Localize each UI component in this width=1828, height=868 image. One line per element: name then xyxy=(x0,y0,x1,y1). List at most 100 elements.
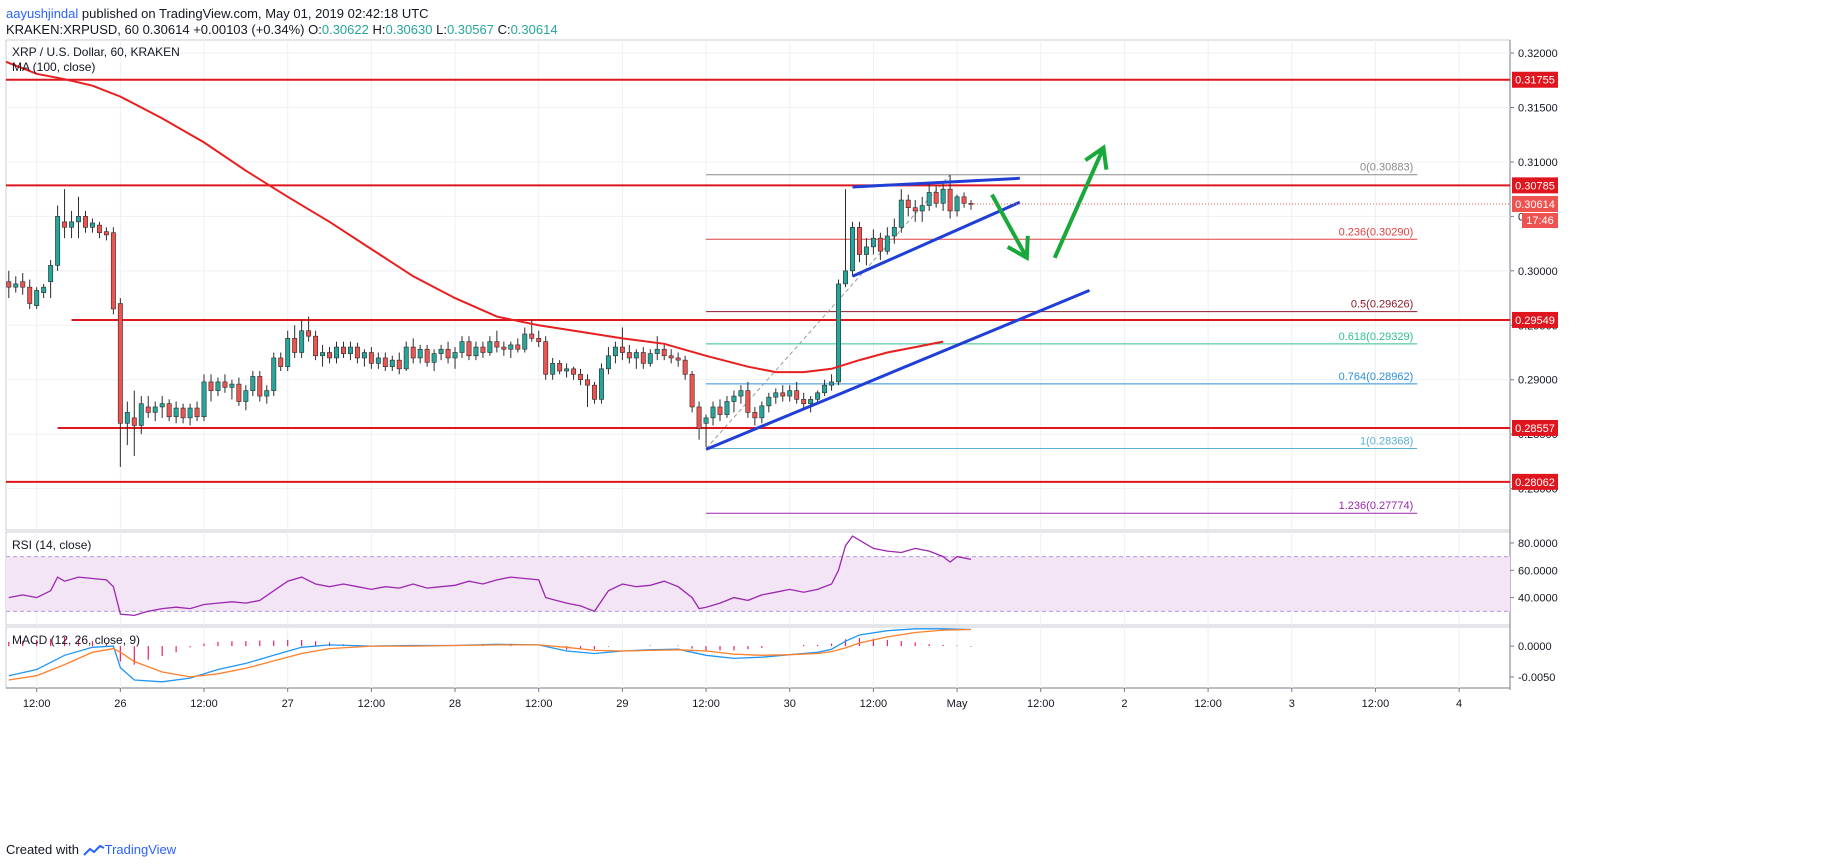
macd-tick-label: 0.0000 xyxy=(1518,641,1552,653)
time-tick-label: 12:00 xyxy=(1362,698,1390,710)
candle-body xyxy=(124,412,130,424)
time-tick-label: 12:00 xyxy=(860,698,888,710)
candle-body xyxy=(361,352,367,359)
low-label: L: xyxy=(436,22,447,37)
candle-body xyxy=(850,226,855,272)
candle-body xyxy=(431,353,437,363)
candle-body xyxy=(313,335,319,357)
candle-body xyxy=(264,390,270,397)
candle-body xyxy=(612,346,618,357)
rsi-line xyxy=(8,535,972,617)
candle-body xyxy=(647,353,653,364)
candle-body xyxy=(83,216,88,228)
candle-body xyxy=(822,384,828,394)
rsi-band xyxy=(6,556,1510,612)
candle-body xyxy=(780,392,786,397)
fib-label-1.236: 1.236(0.27774) xyxy=(1339,500,1414,512)
candle-body xyxy=(96,224,102,234)
current-price-label: 0.30614 xyxy=(1515,199,1555,211)
horizontal-level-label: 0.31755 xyxy=(1515,75,1555,87)
price-tick-label: 0.32000 xyxy=(1518,48,1558,60)
fib-trend-line xyxy=(705,174,951,449)
candle-body xyxy=(145,406,151,413)
candle-body xyxy=(48,265,54,283)
candle-body xyxy=(815,392,821,400)
price-change: +0.00103 (+0.34%) xyxy=(193,22,305,37)
candle-body xyxy=(843,270,848,285)
close-value: 0.30614 xyxy=(510,22,558,37)
close-label: C: xyxy=(497,22,511,37)
open-label: O: xyxy=(308,22,322,37)
horizontal-level-tag xyxy=(1512,311,1558,328)
horizontal-level-tag xyxy=(1512,419,1558,436)
trendline xyxy=(705,289,1091,451)
candle-body xyxy=(138,403,144,426)
countdown-tag xyxy=(1522,212,1558,228)
candle-body xyxy=(438,348,444,354)
horizontal-level-label: 0.29549 xyxy=(1515,315,1555,327)
candle-body xyxy=(933,192,939,204)
fib-label-0.764: 0.764(0.28962) xyxy=(1339,371,1414,383)
candle-body xyxy=(396,359,402,370)
candle-body xyxy=(752,412,758,419)
time-tick-label: 12:00 xyxy=(23,698,51,710)
candle-body xyxy=(76,216,81,223)
candle-body xyxy=(668,355,674,359)
candle-body xyxy=(745,390,751,413)
candle-body xyxy=(682,359,688,375)
tradingview-link[interactable]: TradingView xyxy=(104,842,177,857)
candle-body xyxy=(856,226,862,255)
candle-body xyxy=(222,381,228,388)
candle-body xyxy=(654,348,660,354)
candle-body xyxy=(6,281,12,288)
candle-body xyxy=(717,406,723,415)
candle-body xyxy=(794,390,800,400)
rsi-tick-label: 60.0000 xyxy=(1518,565,1558,577)
candle-body xyxy=(961,196,967,204)
candle-body xyxy=(724,401,730,415)
candle-body xyxy=(243,390,249,402)
candle-body xyxy=(759,405,765,419)
candle-body xyxy=(898,199,904,228)
forecast-arrow-head xyxy=(1006,235,1030,262)
candle-body xyxy=(605,355,611,370)
price-tick-label: 0.31000 xyxy=(1518,157,1558,169)
candle-body xyxy=(689,373,695,408)
time-tick-label: 28 xyxy=(449,698,461,710)
candle-body xyxy=(257,376,263,397)
current-price-tag xyxy=(1512,195,1558,212)
low-value: 0.30567 xyxy=(446,22,494,37)
candle-body xyxy=(564,368,570,372)
candle-body xyxy=(571,368,577,375)
last-price: 0.30614 xyxy=(142,22,190,37)
time-tick-label: 30 xyxy=(784,698,796,710)
time-tick-label: 4 xyxy=(1456,698,1462,710)
candle-body xyxy=(836,283,841,383)
candle-body xyxy=(536,338,542,342)
time-tick-label: 12:00 xyxy=(1027,698,1055,710)
horizontal-level-label: 0.28557 xyxy=(1515,423,1555,435)
created-with-text: Created with xyxy=(6,842,79,857)
trendline xyxy=(851,200,1021,278)
candle-body xyxy=(557,363,563,372)
fib-label-0.618: 0.618(0.29329) xyxy=(1339,331,1414,343)
candle-body xyxy=(863,246,869,255)
time-tick-label: 29 xyxy=(616,698,628,710)
time-tick-label: 12:00 xyxy=(1194,698,1222,710)
candle-body xyxy=(640,352,646,364)
candle-body xyxy=(766,396,772,407)
candle-body xyxy=(110,232,116,310)
fib-label-0.5: 0.5(0.29626) xyxy=(1351,299,1413,311)
candle-body xyxy=(522,333,528,350)
candle-body xyxy=(592,384,597,400)
candle-body xyxy=(877,237,883,252)
author-link[interactable]: aayushjindal xyxy=(6,6,79,21)
candle-body xyxy=(55,216,61,266)
candle-body xyxy=(703,417,709,424)
candle-body xyxy=(13,283,19,288)
forecast-arrow-shaft xyxy=(1052,146,1106,259)
candle-body xyxy=(215,381,221,391)
candle-body xyxy=(229,383,235,388)
candle-body xyxy=(801,399,807,404)
